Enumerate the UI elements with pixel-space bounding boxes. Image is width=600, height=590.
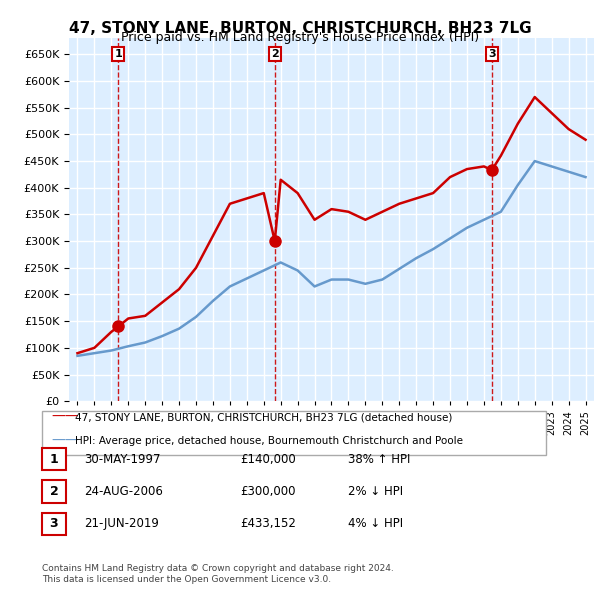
Text: This data is licensed under the Open Government Licence v3.0.: This data is licensed under the Open Gov… (42, 575, 331, 584)
Text: ——: —— (51, 410, 79, 424)
Text: 38% ↑ HPI: 38% ↑ HPI (348, 453, 410, 466)
Text: 47, STONY LANE, BURTON, CHRISTCHURCH, BH23 7LG (detached house): 47, STONY LANE, BURTON, CHRISTCHURCH, BH… (75, 412, 452, 422)
Text: 4% ↓ HPI: 4% ↓ HPI (348, 517, 403, 530)
Text: 2: 2 (50, 485, 58, 498)
Text: 21-JUN-2019: 21-JUN-2019 (84, 517, 159, 530)
Text: 3: 3 (50, 517, 58, 530)
Text: 1: 1 (115, 49, 122, 59)
Text: £300,000: £300,000 (240, 485, 296, 498)
Text: 24-AUG-2006: 24-AUG-2006 (84, 485, 163, 498)
Text: 2: 2 (271, 49, 278, 59)
Text: 47, STONY LANE, BURTON, CHRISTCHURCH, BH23 7LG: 47, STONY LANE, BURTON, CHRISTCHURCH, BH… (68, 21, 532, 35)
Text: £433,152: £433,152 (240, 517, 296, 530)
Text: Contains HM Land Registry data © Crown copyright and database right 2024.: Contains HM Land Registry data © Crown c… (42, 565, 394, 573)
Text: HPI: Average price, detached house, Bournemouth Christchurch and Poole: HPI: Average price, detached house, Bour… (75, 436, 463, 445)
Text: 1: 1 (50, 453, 58, 466)
Text: Price paid vs. HM Land Registry's House Price Index (HPI): Price paid vs. HM Land Registry's House … (121, 31, 479, 44)
Text: 3: 3 (488, 49, 496, 59)
Text: 30-MAY-1997: 30-MAY-1997 (84, 453, 161, 466)
Text: 2% ↓ HPI: 2% ↓ HPI (348, 485, 403, 498)
Text: £140,000: £140,000 (240, 453, 296, 466)
Text: ——: —— (51, 434, 79, 448)
